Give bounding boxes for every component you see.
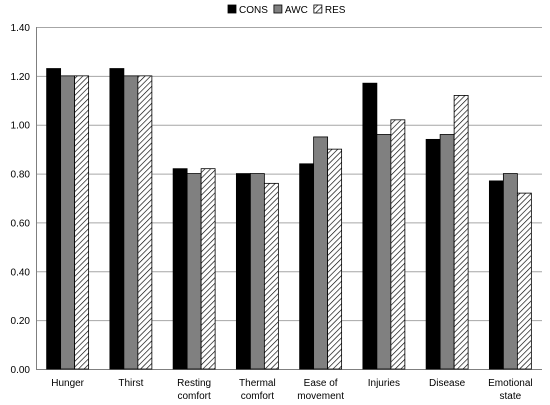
- y-tick-label: 1.20: [11, 72, 31, 83]
- bar-awc: [313, 136, 329, 370]
- bar-cons: [172, 168, 188, 370]
- x-tick-label: comfort: [241, 391, 275, 402]
- bar-res: [390, 119, 406, 370]
- legend-swatch-res: [313, 4, 323, 14]
- x-tick-label: Ease of: [304, 378, 338, 389]
- x-tick-label: state: [500, 391, 522, 402]
- x-tick-label: Emotional: [488, 378, 532, 389]
- y-tick-label: 0.40: [11, 267, 31, 278]
- bar-res: [137, 75, 153, 370]
- x-tick-label: movement: [297, 391, 344, 402]
- x-tick-label: Injuries: [368, 378, 400, 389]
- bar-cons: [46, 68, 62, 370]
- x-tick-label: Hunger: [51, 378, 84, 389]
- x-tick-label: Thermal: [239, 378, 276, 389]
- axes: [36, 27, 542, 370]
- bar-awc: [123, 75, 139, 370]
- bar-awc: [60, 75, 76, 370]
- legend-label-awc: AWC: [285, 5, 308, 16]
- bar-res: [74, 75, 90, 370]
- bar-awc: [502, 173, 518, 370]
- bar-cons: [362, 82, 378, 370]
- bar-res: [327, 148, 343, 370]
- legend-swatch-awc: [273, 4, 283, 14]
- x-tick-label: Thirst: [118, 378, 143, 389]
- bar-res: [263, 182, 279, 370]
- legend-swatch-cons: [227, 4, 237, 14]
- y-tick-label: 0.60: [11, 218, 31, 229]
- legend-label-cons: CONS: [239, 5, 268, 16]
- bar-cons: [299, 163, 315, 370]
- bars: [46, 68, 532, 370]
- x-tick-label: Disease: [429, 378, 466, 389]
- labels: 0.00 0.20 0.40 0.60 0.80 1.00 1.20 1.40 Hunger Th…: [11, 23, 533, 402]
- bar-cons: [235, 173, 251, 370]
- bar-res: [200, 168, 216, 370]
- bar-awc: [439, 134, 455, 370]
- y-tick-label: 0.00: [11, 365, 31, 376]
- legend-label-res: RES: [325, 5, 346, 16]
- bar-cons: [109, 68, 125, 370]
- bar-awc: [186, 173, 202, 370]
- y-tick-label: 0.80: [11, 170, 31, 181]
- bar-awc: [376, 134, 392, 370]
- y-tick-label: 0.20: [11, 316, 31, 327]
- bar-res: [453, 95, 469, 370]
- legend: CONS AWC RES: [227, 4, 346, 16]
- bar-res: [516, 192, 532, 370]
- x-tick-label: comfort: [177, 391, 211, 402]
- bar-cons: [425, 138, 441, 370]
- y-tick-label: 1.40: [11, 23, 31, 34]
- x-tick-label: Resting: [177, 378, 211, 389]
- y-tick-label: 1.00: [11, 121, 31, 132]
- bar-cons: [488, 180, 504, 370]
- bar-awc: [249, 173, 265, 370]
